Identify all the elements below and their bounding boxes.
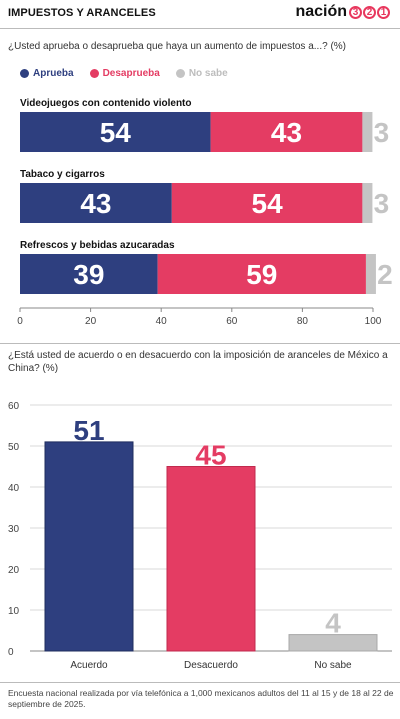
question-2: ¿Está usted de acuerdo o en desacuerdo c… [8,350,388,374]
y-tick-label: 30 [8,524,20,535]
y-tick-label: 60 [8,401,20,412]
x-tick-label: 100 [365,316,382,327]
legend-label: Aprueba [33,68,74,79]
y-tick-label: 50 [8,442,20,453]
x-tick-label: 40 [156,316,168,327]
column-category-label: No sabe [314,660,352,671]
section-divider [0,343,400,344]
column-bar [288,634,378,652]
x-tick-label: 60 [226,316,238,327]
footer-divider [0,682,400,683]
bar-value-label: 43 [80,188,111,219]
chart-legend: Aprueba Desaprueba No sabe [20,68,244,79]
logo-digit: 3 [349,5,362,19]
column-value-label: 45 [195,440,226,471]
bar-category-label: Videojuegos con contenido violento [20,98,192,109]
legend-item-desaprueba: Desaprueba [89,68,160,79]
x-tick-label: 0 [17,316,23,327]
bar-category-label: Refrescos y bebidas azucaradas [20,240,175,251]
bar-segment [20,254,158,294]
legend-item-aprueba: Aprueba [20,68,74,79]
logo-digit: 1 [377,5,390,19]
bar-segment [171,183,363,223]
bar-segment [20,183,172,223]
logo-digit: 2 [363,5,376,19]
bar-value-label: 2 [377,259,393,290]
bar-segment [20,112,211,152]
column-category-label: Acuerdo [70,660,108,671]
column-value-label: 51 [73,415,104,446]
bar-value-label: 3 [374,117,390,148]
y-tick-label: 10 [8,606,20,617]
bar-segment [157,254,366,294]
bar-value-label: 3 [374,188,390,219]
footer-note: Encuesta nacional realizada por vía tele… [8,688,394,709]
brand-logo: nación 3 2 1 [295,3,390,21]
stacked-bar-chart: Videojuegos con contenido violento 54 43 3 T… [17,98,393,327]
bar-value-label: 54 [252,188,284,219]
legend-label: No sabe [188,68,228,79]
x-tick-label: 80 [297,316,309,327]
logo-word: nación [295,3,347,20]
y-tick-label: 40 [8,483,20,494]
column-bar [44,441,134,652]
x-tick-label: 20 [85,316,97,327]
bar-value-label: 43 [271,117,302,148]
header-divider [0,28,400,29]
header: IMPUESTOS Y ARANCELES nación 3 2 1 [0,0,400,28]
y-tick-label: 0 [8,647,14,658]
legend-label: Desaprueba [102,68,160,79]
legend-swatch [89,69,99,78]
column-bar [166,466,256,652]
page-title: IMPUESTOS Y ARANCELES [8,7,156,19]
bar-segment [362,112,373,152]
legend-item-nosabe: No sabe [175,68,228,79]
legend-swatch [20,69,29,78]
y-tick-label: 20 [8,565,20,576]
bar-segment [210,112,363,152]
logo-digits: 3 2 1 [348,5,390,19]
column-value-label: 4 [325,608,341,639]
bar-value-label: 59 [246,259,277,290]
column-category-label: Desacuerdo [184,660,238,671]
bar-segment [365,254,376,294]
bar-segment [362,183,373,223]
legend-swatch [175,69,185,78]
column-chart: 0 10 20 30 40 50 60 51 Acuerdo 45 Desacuerdo 4 No sa… [8,401,392,671]
bar-category-label: Tabaco y cigarros [20,169,105,180]
bar-value-label: 54 [100,117,132,148]
bar-value-label: 39 [73,259,104,290]
question-1: ¿Usted aprueba o desaprueba que haya un … [8,41,346,52]
